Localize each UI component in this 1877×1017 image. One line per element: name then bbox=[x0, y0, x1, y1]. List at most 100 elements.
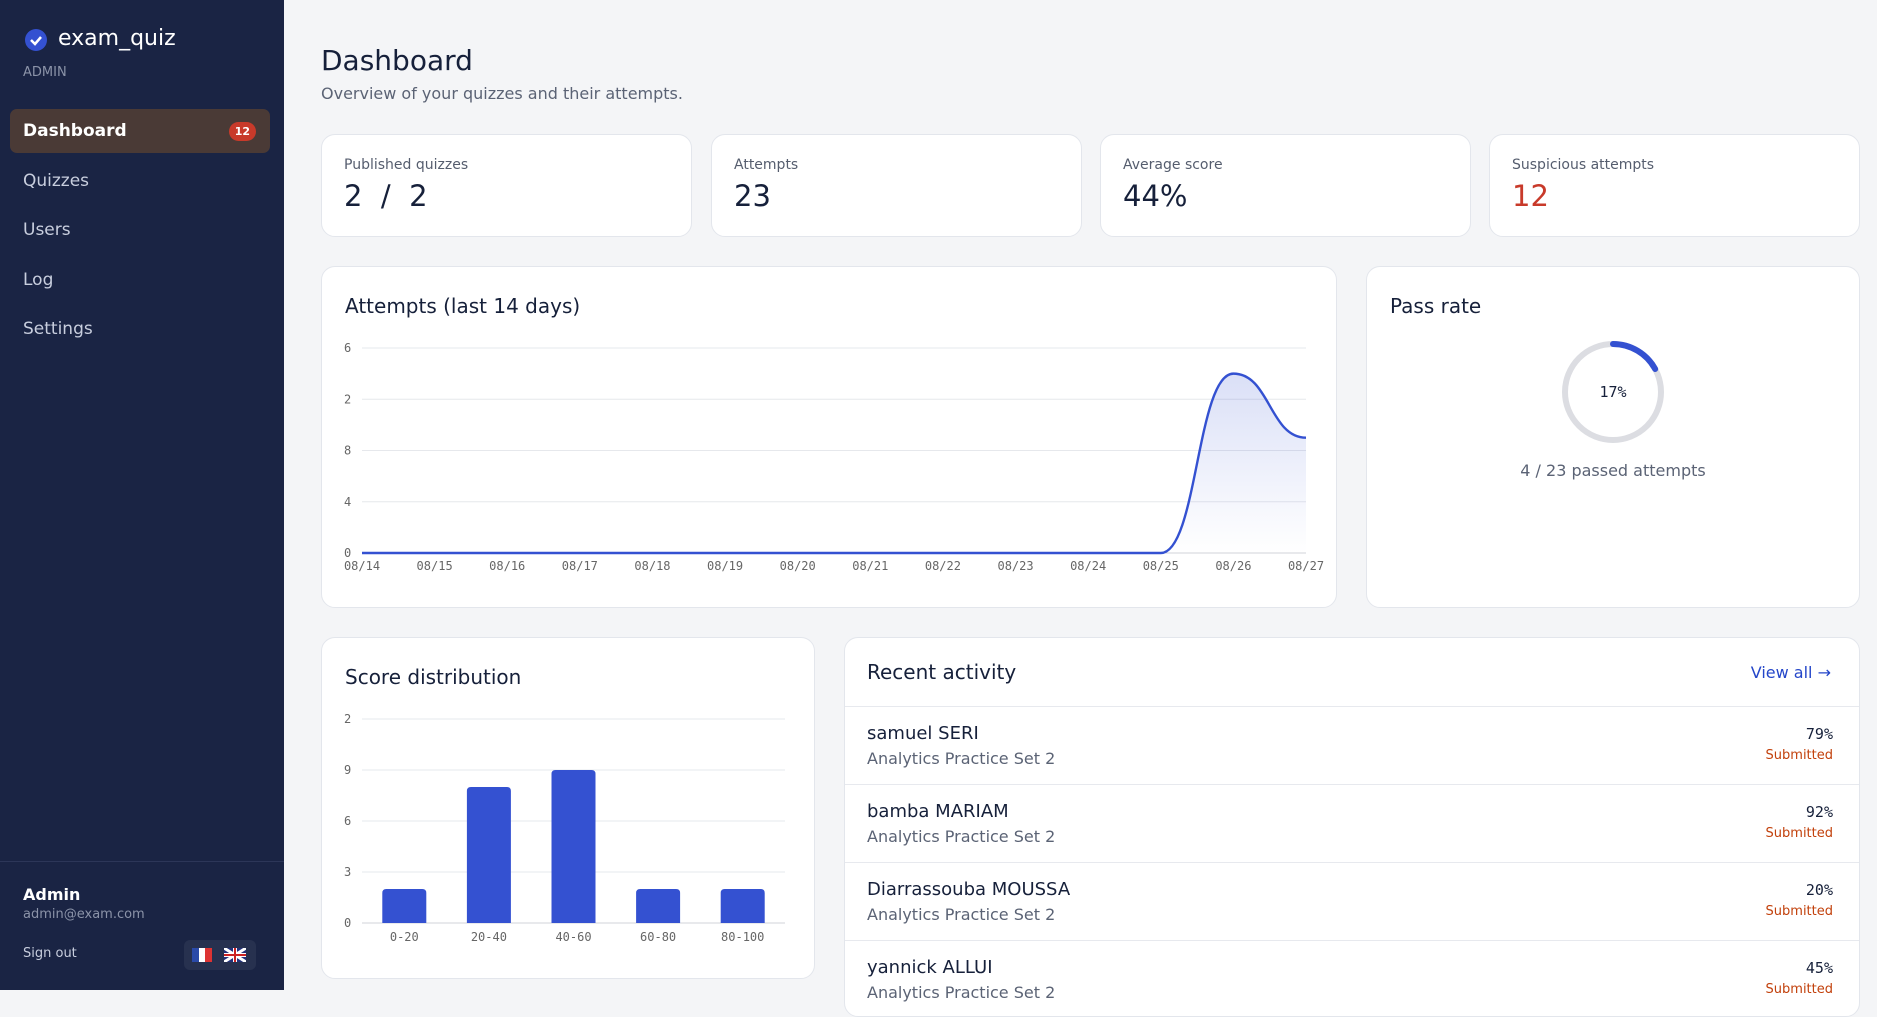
score: 45% bbox=[1805, 959, 1833, 977]
x-tick-label: 08/22 bbox=[925, 559, 961, 573]
stat-value: 23 bbox=[734, 179, 771, 213]
score-card: Score distribution 0 3 6 9 2 0-20 20-40 40-60 60… bbox=[321, 637, 815, 979]
nav-item[interactable]: Quizzes bbox=[23, 171, 90, 191]
y-tick-label: 4 bbox=[344, 495, 351, 509]
card-title: Score distribution bbox=[345, 665, 522, 689]
score: 20% bbox=[1805, 881, 1833, 899]
page-subtitle: Overview of your quizzes and their attem… bbox=[321, 84, 683, 103]
x-tick-label: 08/25 bbox=[1143, 559, 1179, 573]
y-tick-label: 6 bbox=[344, 814, 351, 828]
divider bbox=[0, 861, 284, 862]
x-tick-label: 08/26 bbox=[1215, 559, 1251, 573]
x-tick-label: 08/17 bbox=[562, 559, 598, 573]
nav-item[interactable]: Dashboard 12 bbox=[10, 109, 270, 153]
stat-value: 12 bbox=[1512, 179, 1549, 213]
status: Submitted bbox=[1765, 748, 1833, 763]
y-tick-label: 6 bbox=[344, 341, 351, 355]
status: Submitted bbox=[1765, 904, 1833, 919]
sign-out[interactable]: Sign out bbox=[23, 946, 77, 961]
badge: 12 bbox=[228, 122, 256, 141]
view-all[interactable]: View all → bbox=[1750, 663, 1831, 682]
role: ADMIN bbox=[23, 65, 67, 80]
bar bbox=[466, 787, 511, 923]
student-name: samuel SERI bbox=[867, 723, 979, 744]
x-tick-label: 08/23 bbox=[997, 559, 1033, 573]
quiz-name: Analytics Practice Set 2 bbox=[867, 827, 1056, 846]
x-tick-label: 08/18 bbox=[634, 559, 670, 573]
area bbox=[362, 373, 1306, 553]
line-chart: 0 4 8 2 6 08/14 08/15 08/16 08/17 08/18 08/19 08/20… bbox=[344, 341, 1324, 573]
attempts-card: Attempts (last 14 days) 0 4 8 2 6 08/14 08/15 0… bbox=[321, 266, 1337, 608]
nav-item[interactable]: Users bbox=[23, 220, 71, 240]
student-name: Diarrassouba MOUSSA bbox=[867, 879, 1071, 900]
stat-label: Suspicious attempts bbox=[1512, 157, 1655, 173]
stat-label: Published quizzes bbox=[344, 157, 469, 173]
quiz-name: Analytics Practice Set 2 bbox=[867, 983, 1056, 1002]
nav-item[interactable]: Settings bbox=[23, 319, 93, 339]
y-tick-label: 2 bbox=[344, 392, 351, 406]
y-tick-label: 9 bbox=[344, 763, 351, 777]
stat-card: Attempts 23 bbox=[711, 134, 1082, 237]
page-title: Dashboard bbox=[321, 44, 473, 77]
stat-label: Average score bbox=[1123, 157, 1223, 173]
x-tick-label: 20-40 bbox=[471, 930, 507, 944]
y-tick-label: 2 bbox=[344, 712, 351, 726]
recent-card: Recent activity View all → samuel SERI An… bbox=[844, 637, 1860, 1017]
stat-card: Average score 44% bbox=[1100, 134, 1471, 237]
pass-caption: 4 / 23 passed attempts bbox=[1520, 461, 1706, 480]
x-tick-label: 08/24 bbox=[1070, 559, 1106, 573]
y-tick-label: 0 bbox=[344, 916, 351, 930]
user-name: Admin bbox=[23, 885, 81, 904]
user-email: admin@exam.com bbox=[23, 907, 145, 922]
x-tick-label: 08/14 bbox=[344, 559, 380, 573]
line bbox=[361, 372, 1307, 555]
student-name: yannick ALLUI bbox=[867, 957, 993, 978]
bar bbox=[720, 889, 765, 923]
x-tick-label: 40-60 bbox=[555, 930, 591, 944]
donut-arc bbox=[1562, 341, 1664, 443]
card-title: Attempts (last 14 days) bbox=[345, 294, 581, 318]
x-tick-label: 80-100 bbox=[721, 930, 764, 944]
x-tick-label: 08/15 bbox=[417, 559, 453, 573]
nav-item[interactable]: Log bbox=[23, 270, 54, 290]
lang-switch bbox=[184, 940, 256, 970]
logo-icon bbox=[25, 29, 47, 51]
flag-fr[interactable] bbox=[192, 948, 212, 962]
stat-value: 2 / 2 bbox=[344, 179, 428, 213]
stat-card: Suspicious attempts 12 bbox=[1489, 134, 1860, 237]
stat-label: Attempts bbox=[734, 157, 799, 173]
brand: exam_quiz bbox=[58, 26, 176, 51]
sidebar: exam_quiz ADMIN Dashboard 12 Quizzes Use… bbox=[0, 0, 284, 990]
x-tick-label: 08/20 bbox=[780, 559, 816, 573]
score: 92% bbox=[1805, 803, 1833, 821]
donut-label: 17% bbox=[1599, 383, 1626, 401]
nav-label: Dashboard bbox=[23, 121, 127, 141]
card-title: Pass rate bbox=[1390, 294, 1482, 318]
flag-uk[interactable] bbox=[224, 948, 246, 962]
y-tick-label: 0 bbox=[344, 546, 351, 560]
score: 79% bbox=[1805, 725, 1833, 743]
quiz-name: Analytics Practice Set 2 bbox=[867, 905, 1056, 924]
activity-row: yannick ALLUI Analytics Practice Set 2 45%… bbox=[845, 940, 1859, 1016]
y-tick-label: 8 bbox=[344, 444, 351, 458]
status: Submitted bbox=[1765, 826, 1833, 841]
quiz-name: Analytics Practice Set 2 bbox=[867, 749, 1056, 768]
bar bbox=[636, 889, 681, 923]
card-title: Recent activity bbox=[867, 660, 1017, 684]
x-tick-label: 08/27 bbox=[1288, 559, 1324, 573]
x-tick-label: 0-20 bbox=[390, 930, 419, 944]
x-tick-label: 08/16 bbox=[489, 559, 525, 573]
donut-chart: 17% bbox=[1562, 341, 1664, 443]
student-name: bamba MARIAM bbox=[867, 801, 1009, 822]
y-tick-label: 3 bbox=[344, 865, 351, 879]
x-tick-label: 08/21 bbox=[852, 559, 888, 573]
x-tick-label: 60-80 bbox=[640, 930, 676, 944]
bar bbox=[551, 770, 596, 923]
stat-value: 44% bbox=[1123, 179, 1188, 213]
activity-row: Diarrassouba MOUSSA Analytics Practice Se… bbox=[845, 862, 1859, 941]
activity-row: samuel SERI Analytics Practice Set 2 79% Su… bbox=[845, 706, 1859, 785]
bar-chart: 0 3 6 9 2 0-20 20-40 40-60 60-80 80-100 bbox=[344, 712, 785, 944]
pass-rate-card: Pass rate 17% 4 / 23 passed attempts bbox=[1366, 266, 1860, 608]
activity-row: bamba MARIAM Analytics Practice Set 2 92% S… bbox=[845, 784, 1859, 863]
